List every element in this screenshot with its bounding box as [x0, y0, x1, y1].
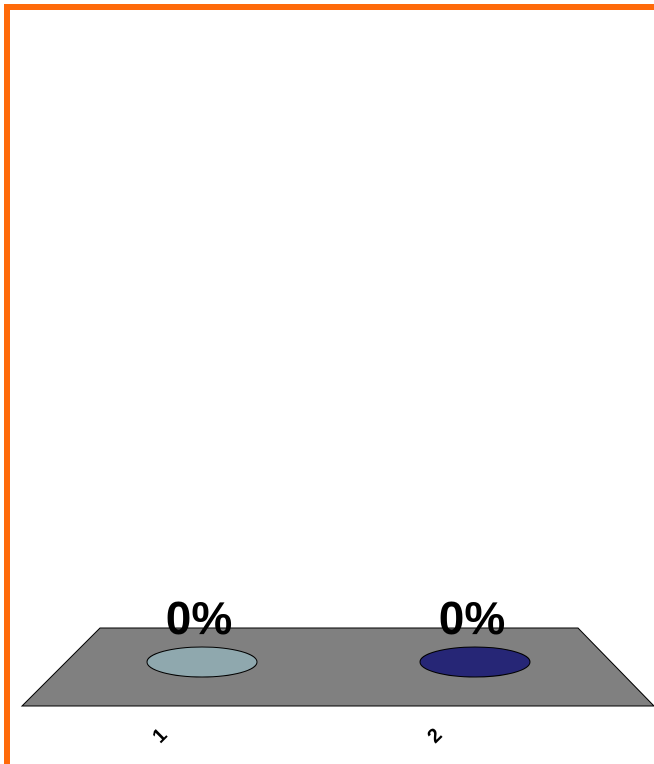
- chart-floor: [20, 627, 654, 707]
- bar-group: 0% 1 0% 2: [146, 592, 531, 748]
- data-label-2: 0%: [439, 592, 505, 644]
- tick-label-2: 2: [423, 724, 446, 747]
- bar-1: [146, 646, 258, 678]
- data-label-1: 0%: [166, 592, 232, 644]
- tick-label-1: 1: [148, 724, 171, 747]
- frame-border-left: [4, 4, 10, 764]
- frame-border-top: [4, 4, 654, 10]
- bar-2: [419, 646, 531, 678]
